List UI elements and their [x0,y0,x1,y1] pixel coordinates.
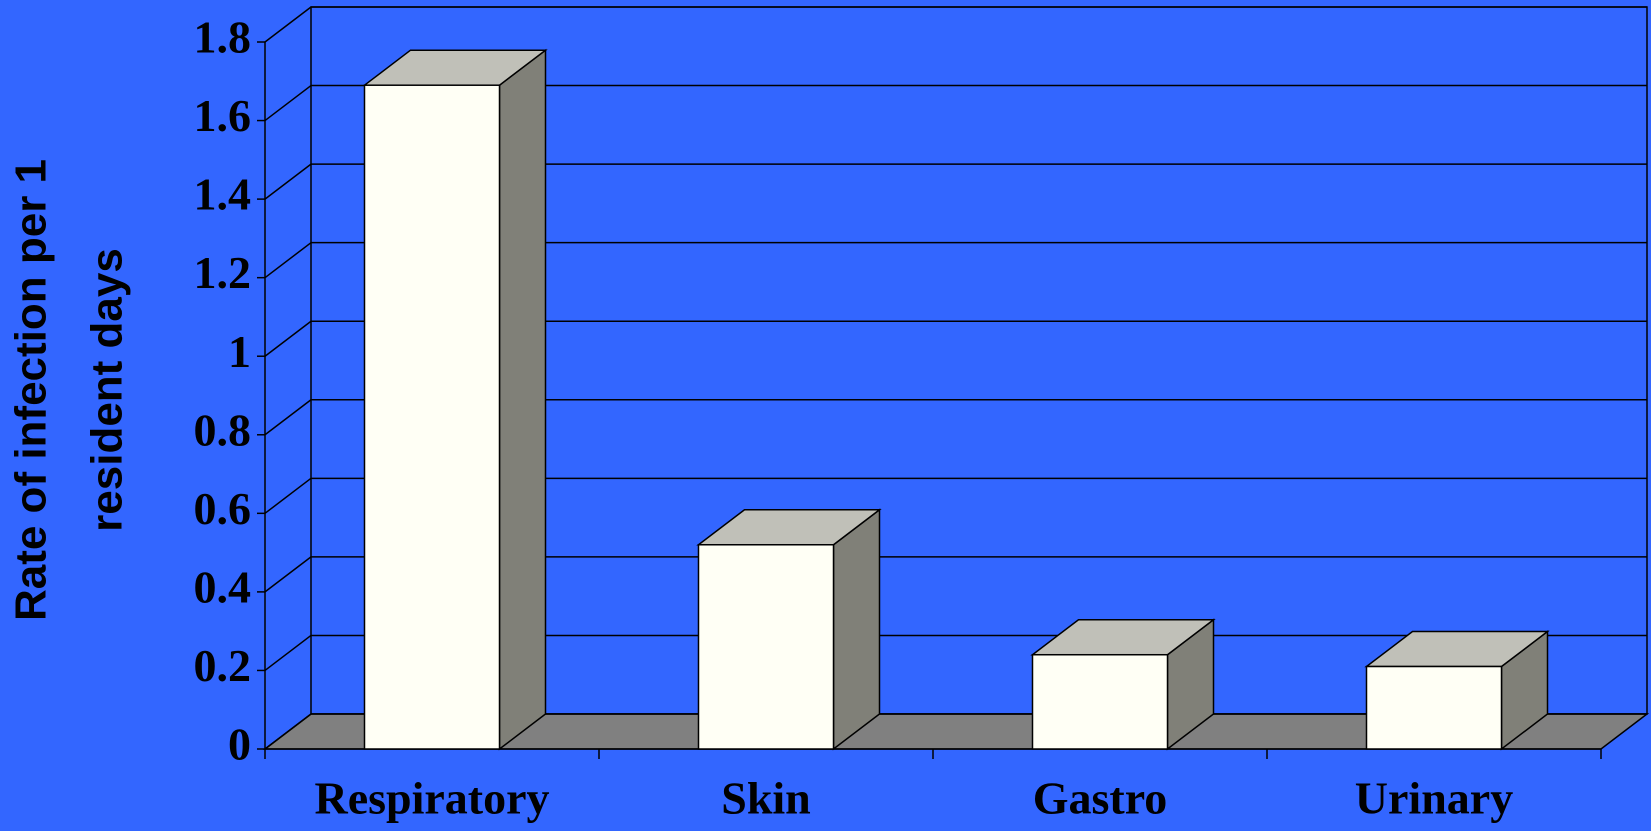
y-tick-label: 0.8 [194,404,252,455]
side-grid-line [264,242,312,279]
side-grid-line [264,6,312,43]
bar [363,84,501,750]
bar [1031,653,1169,750]
x-tick-label: Gastro [1033,773,1168,824]
side-grid-line [264,477,312,514]
y-tick-label: 1 [228,326,251,377]
side-grid-line [264,84,312,122]
y-tick-label: 0.6 [194,483,252,534]
y-tick-label: 1.2 [194,247,252,298]
y-tick-label: 0.4 [194,561,252,612]
side-grid-line [264,556,312,593]
y-axis-label: Rate of infection per 1 resident days [7,159,132,621]
y-tick-label: 0.2 [194,640,252,691]
bar-side [832,508,881,751]
y-tick-label: 0 [228,719,251,770]
y-axis-label-line: resident days [83,248,132,532]
side-grid-line [264,713,312,750]
side-grid-line [264,163,312,200]
bar [697,544,835,750]
y-tick-label: 1.8 [194,12,252,63]
side-grid-line [264,634,312,672]
y-tick-label: 1.6 [194,90,252,141]
bar-side [498,48,547,751]
side-grid-line [264,320,312,357]
x-tick-label: Skin [721,773,811,824]
x-tick-label: Respiratory [314,773,549,824]
bar [1365,665,1503,750]
y-axis-label-line: Rate of infection per 1 [7,159,56,621]
x-tick-label: Urinary [1355,773,1513,824]
side-grid-line [264,399,312,436]
y-tick-label: 1.4 [194,169,252,220]
